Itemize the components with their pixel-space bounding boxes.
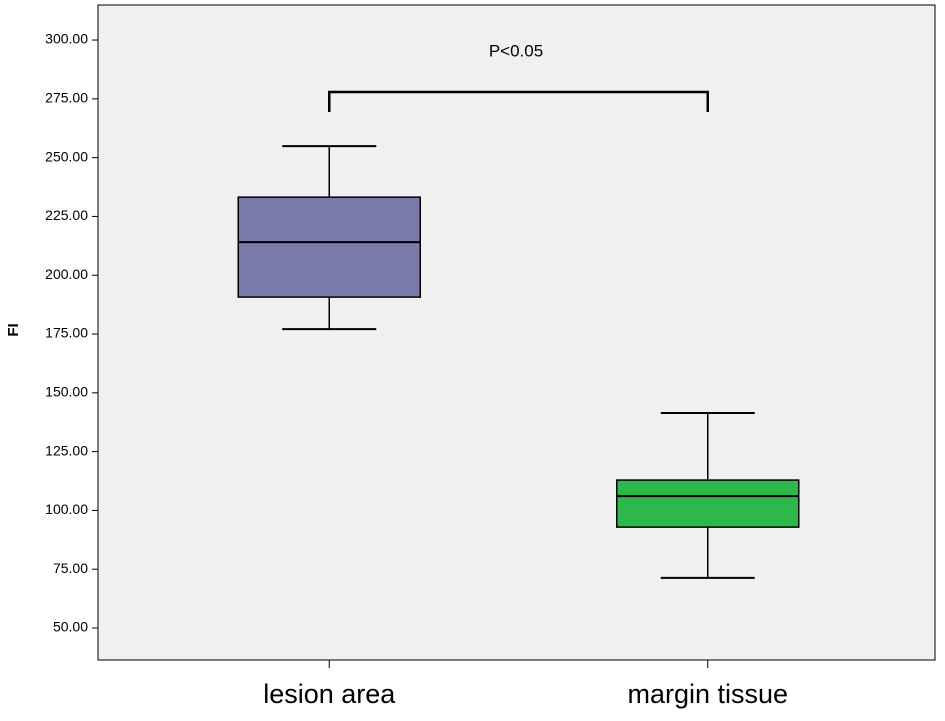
y-tick-label: 200.00 [45,266,88,282]
x-tick-label: margin tissue [627,679,788,709]
y-tick-label: 50.00 [53,619,88,635]
y-tick-label: 250.00 [45,148,88,164]
y-tick-label: 300.00 [45,31,88,47]
plot-area [97,4,936,661]
box [237,196,421,298]
significance-bracket [328,90,709,112]
box [616,479,800,528]
y-axis-label: FI [5,323,22,336]
y-tick-label: 100.00 [45,501,88,517]
y-tick-label: 275.00 [45,90,88,106]
y-tick-label: 225.00 [45,207,88,223]
y-tick-label: 150.00 [45,384,88,400]
x-tick-label: lesion area [263,679,396,709]
y-tick-label: 75.00 [53,560,88,576]
annotation: P<0.05 [489,41,543,60]
y-tick-label: 175.00 [45,325,88,341]
y-tick-label: 125.00 [45,442,88,458]
